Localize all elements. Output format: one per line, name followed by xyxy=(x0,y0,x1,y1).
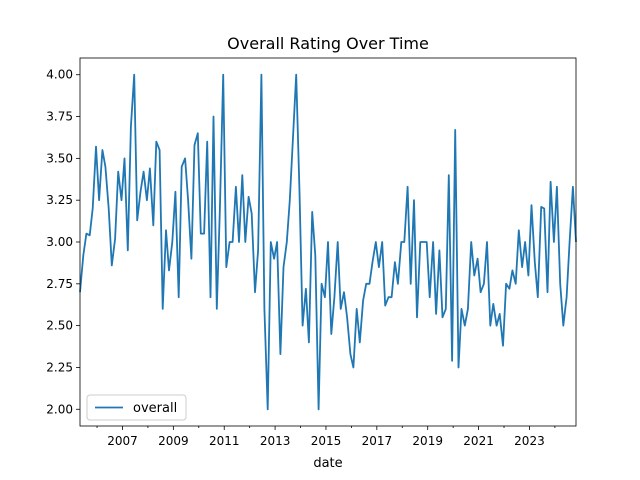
x-tick-label: 2007 xyxy=(107,434,138,448)
y-tick-label: 2.75 xyxy=(46,277,73,291)
x-axis-label: date xyxy=(313,456,342,471)
x-tick-label: 2017 xyxy=(362,434,393,448)
x-tick-label: 2013 xyxy=(260,434,291,448)
legend: overall xyxy=(86,394,187,421)
x-tick-label: 2011 xyxy=(209,434,240,448)
y-tick-label: 3.75 xyxy=(46,110,73,124)
y-tick-label: 2.25 xyxy=(46,360,73,374)
x-axis-ticks: 2007 2009 2011 2013 2015 2017 2019 2021 2023 xyxy=(96,426,556,448)
legend-box xyxy=(86,394,187,421)
x-tick-label: 2023 xyxy=(514,434,545,448)
chart-title: Overall Rating Over Time xyxy=(227,34,429,53)
x-tick-label: 2021 xyxy=(463,434,494,448)
y-tick-label: 2.50 xyxy=(46,319,73,333)
y-tick-label: 3.25 xyxy=(46,193,73,207)
y-tick-label: 3.50 xyxy=(46,151,73,165)
y-tick-label: 4.00 xyxy=(46,68,73,82)
y-tick-label: 3.00 xyxy=(46,235,73,249)
plot-area xyxy=(79,73,577,411)
x-tick-label: 2009 xyxy=(158,434,189,448)
x-tick-label: 2019 xyxy=(412,434,443,448)
y-axis-ticks: 2.00 2.25 2.50 2.75 3.00 3.25 3.50 3.75 4.00 xyxy=(46,68,80,416)
legend-label-overall: overall xyxy=(133,401,177,416)
x-tick-label: 2015 xyxy=(311,434,342,448)
series-line-overall xyxy=(79,73,577,411)
y-tick-label: 2.00 xyxy=(46,402,73,416)
axes-frame xyxy=(79,57,577,427)
